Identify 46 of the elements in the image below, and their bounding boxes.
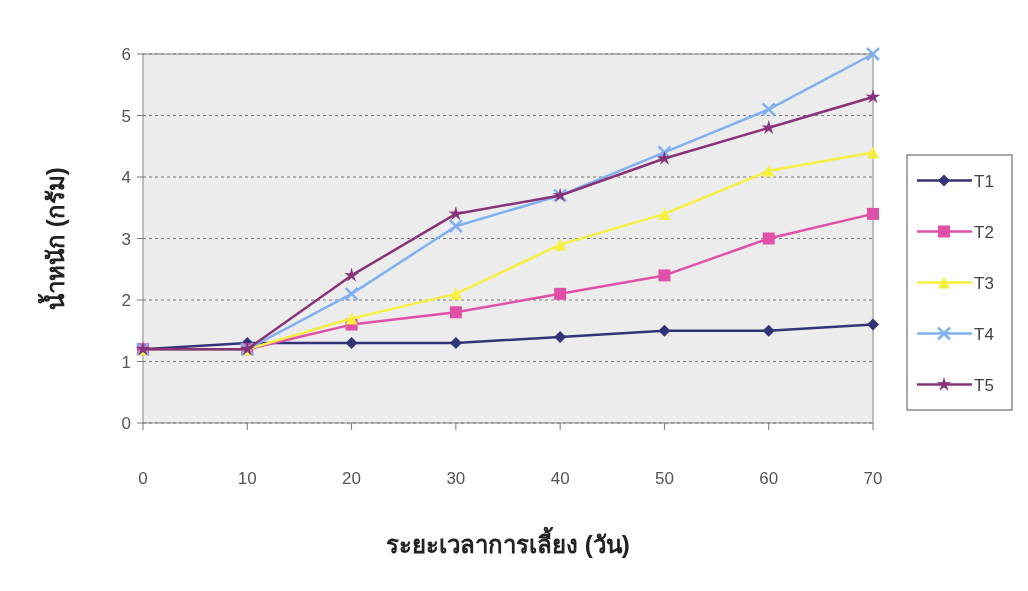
point	[449, 306, 462, 319]
point	[658, 269, 671, 282]
y-axis-title: น้ำหนัก (กรัม)	[37, 167, 69, 310]
legend-label: T3	[974, 273, 994, 293]
point	[448, 206, 464, 221]
point	[658, 207, 671, 220]
legend-label: T4	[974, 324, 994, 344]
point	[867, 318, 879, 331]
point	[449, 287, 462, 300]
y-tick-label: 5	[121, 106, 131, 126]
y-tick-label: 4	[121, 168, 131, 187]
legend-label: T2	[974, 222, 994, 242]
legend-label: T1	[974, 171, 994, 191]
point	[867, 146, 879, 159]
point	[658, 324, 671, 337]
legend-label: T5	[974, 375, 994, 395]
y-tick-label: 1	[121, 352, 131, 372]
point	[762, 164, 775, 177]
y-tick-label: 2	[121, 291, 131, 310]
point	[865, 89, 881, 104]
y-tick-label: 0	[121, 414, 131, 433]
point	[344, 267, 359, 282]
point	[867, 207, 879, 220]
point	[345, 337, 358, 350]
point	[762, 324, 775, 337]
x-tick-label: 30	[446, 469, 466, 488]
x-tick-label: 50	[654, 469, 674, 488]
point	[865, 46, 881, 62]
x-tick-label: 0	[138, 469, 148, 488]
x-axis-title: ระยะเวลาการเลี้ยง (วัน)	[386, 526, 630, 558]
point	[657, 145, 672, 160]
x-tick-label: 10	[237, 469, 257, 488]
x-tick-label: 60	[759, 469, 779, 488]
x-tick-label: 70	[863, 469, 883, 488]
x-tick-label: 40	[550, 469, 570, 488]
x-tick-label: 20	[342, 469, 362, 488]
y-tick-label: 3	[121, 229, 131, 249]
point	[344, 286, 359, 302]
point	[345, 312, 358, 325]
point	[762, 232, 775, 245]
point	[554, 287, 567, 300]
y-tick-label: 6	[121, 45, 131, 64]
point	[761, 102, 776, 117]
point	[554, 330, 567, 343]
point	[448, 218, 464, 234]
point	[554, 238, 567, 251]
